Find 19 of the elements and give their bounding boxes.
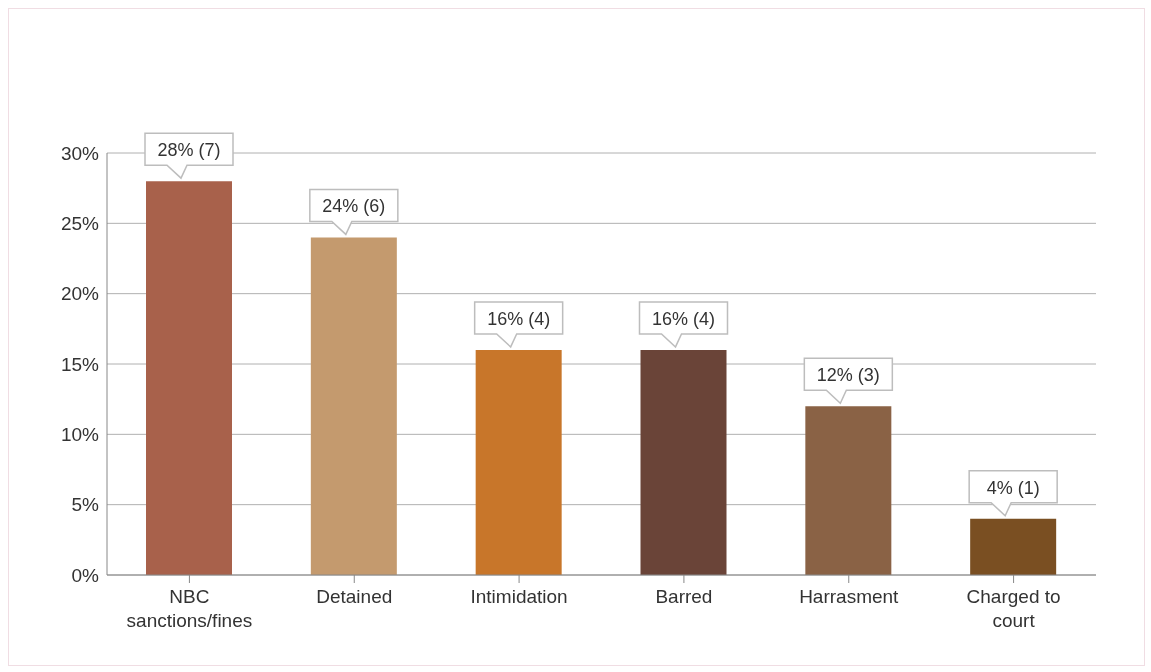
data-label: 12% (3) (816, 365, 880, 386)
x-tick-label: NBC sanctions/fines (126, 586, 253, 631)
y-tick-label: 15% (60, 353, 100, 375)
y-tick-label: 0% (71, 564, 100, 586)
y-tick-label: 20% (60, 283, 100, 305)
y-tick-label: 5% (71, 494, 100, 516)
data-label: 4% (1) (986, 477, 1040, 498)
y-tick-label: 30% (60, 142, 100, 164)
x-tick-label: Barred (655, 586, 713, 607)
x-tick-label: Charged to court (966, 586, 1061, 631)
y-tick-label: 10% (60, 424, 100, 446)
data-label: 16% (4) (651, 308, 716, 329)
data-label: 16% (4) (487, 308, 551, 329)
x-tick-label: Detained (316, 586, 393, 607)
y-tick-label: 25% (60, 213, 100, 235)
data-label: 24% (6) (322, 196, 386, 217)
x-tick-label: Harrasment (799, 586, 900, 607)
data-label: 28% (7) (157, 140, 221, 161)
x-tick-label: Intimidation (470, 586, 568, 607)
